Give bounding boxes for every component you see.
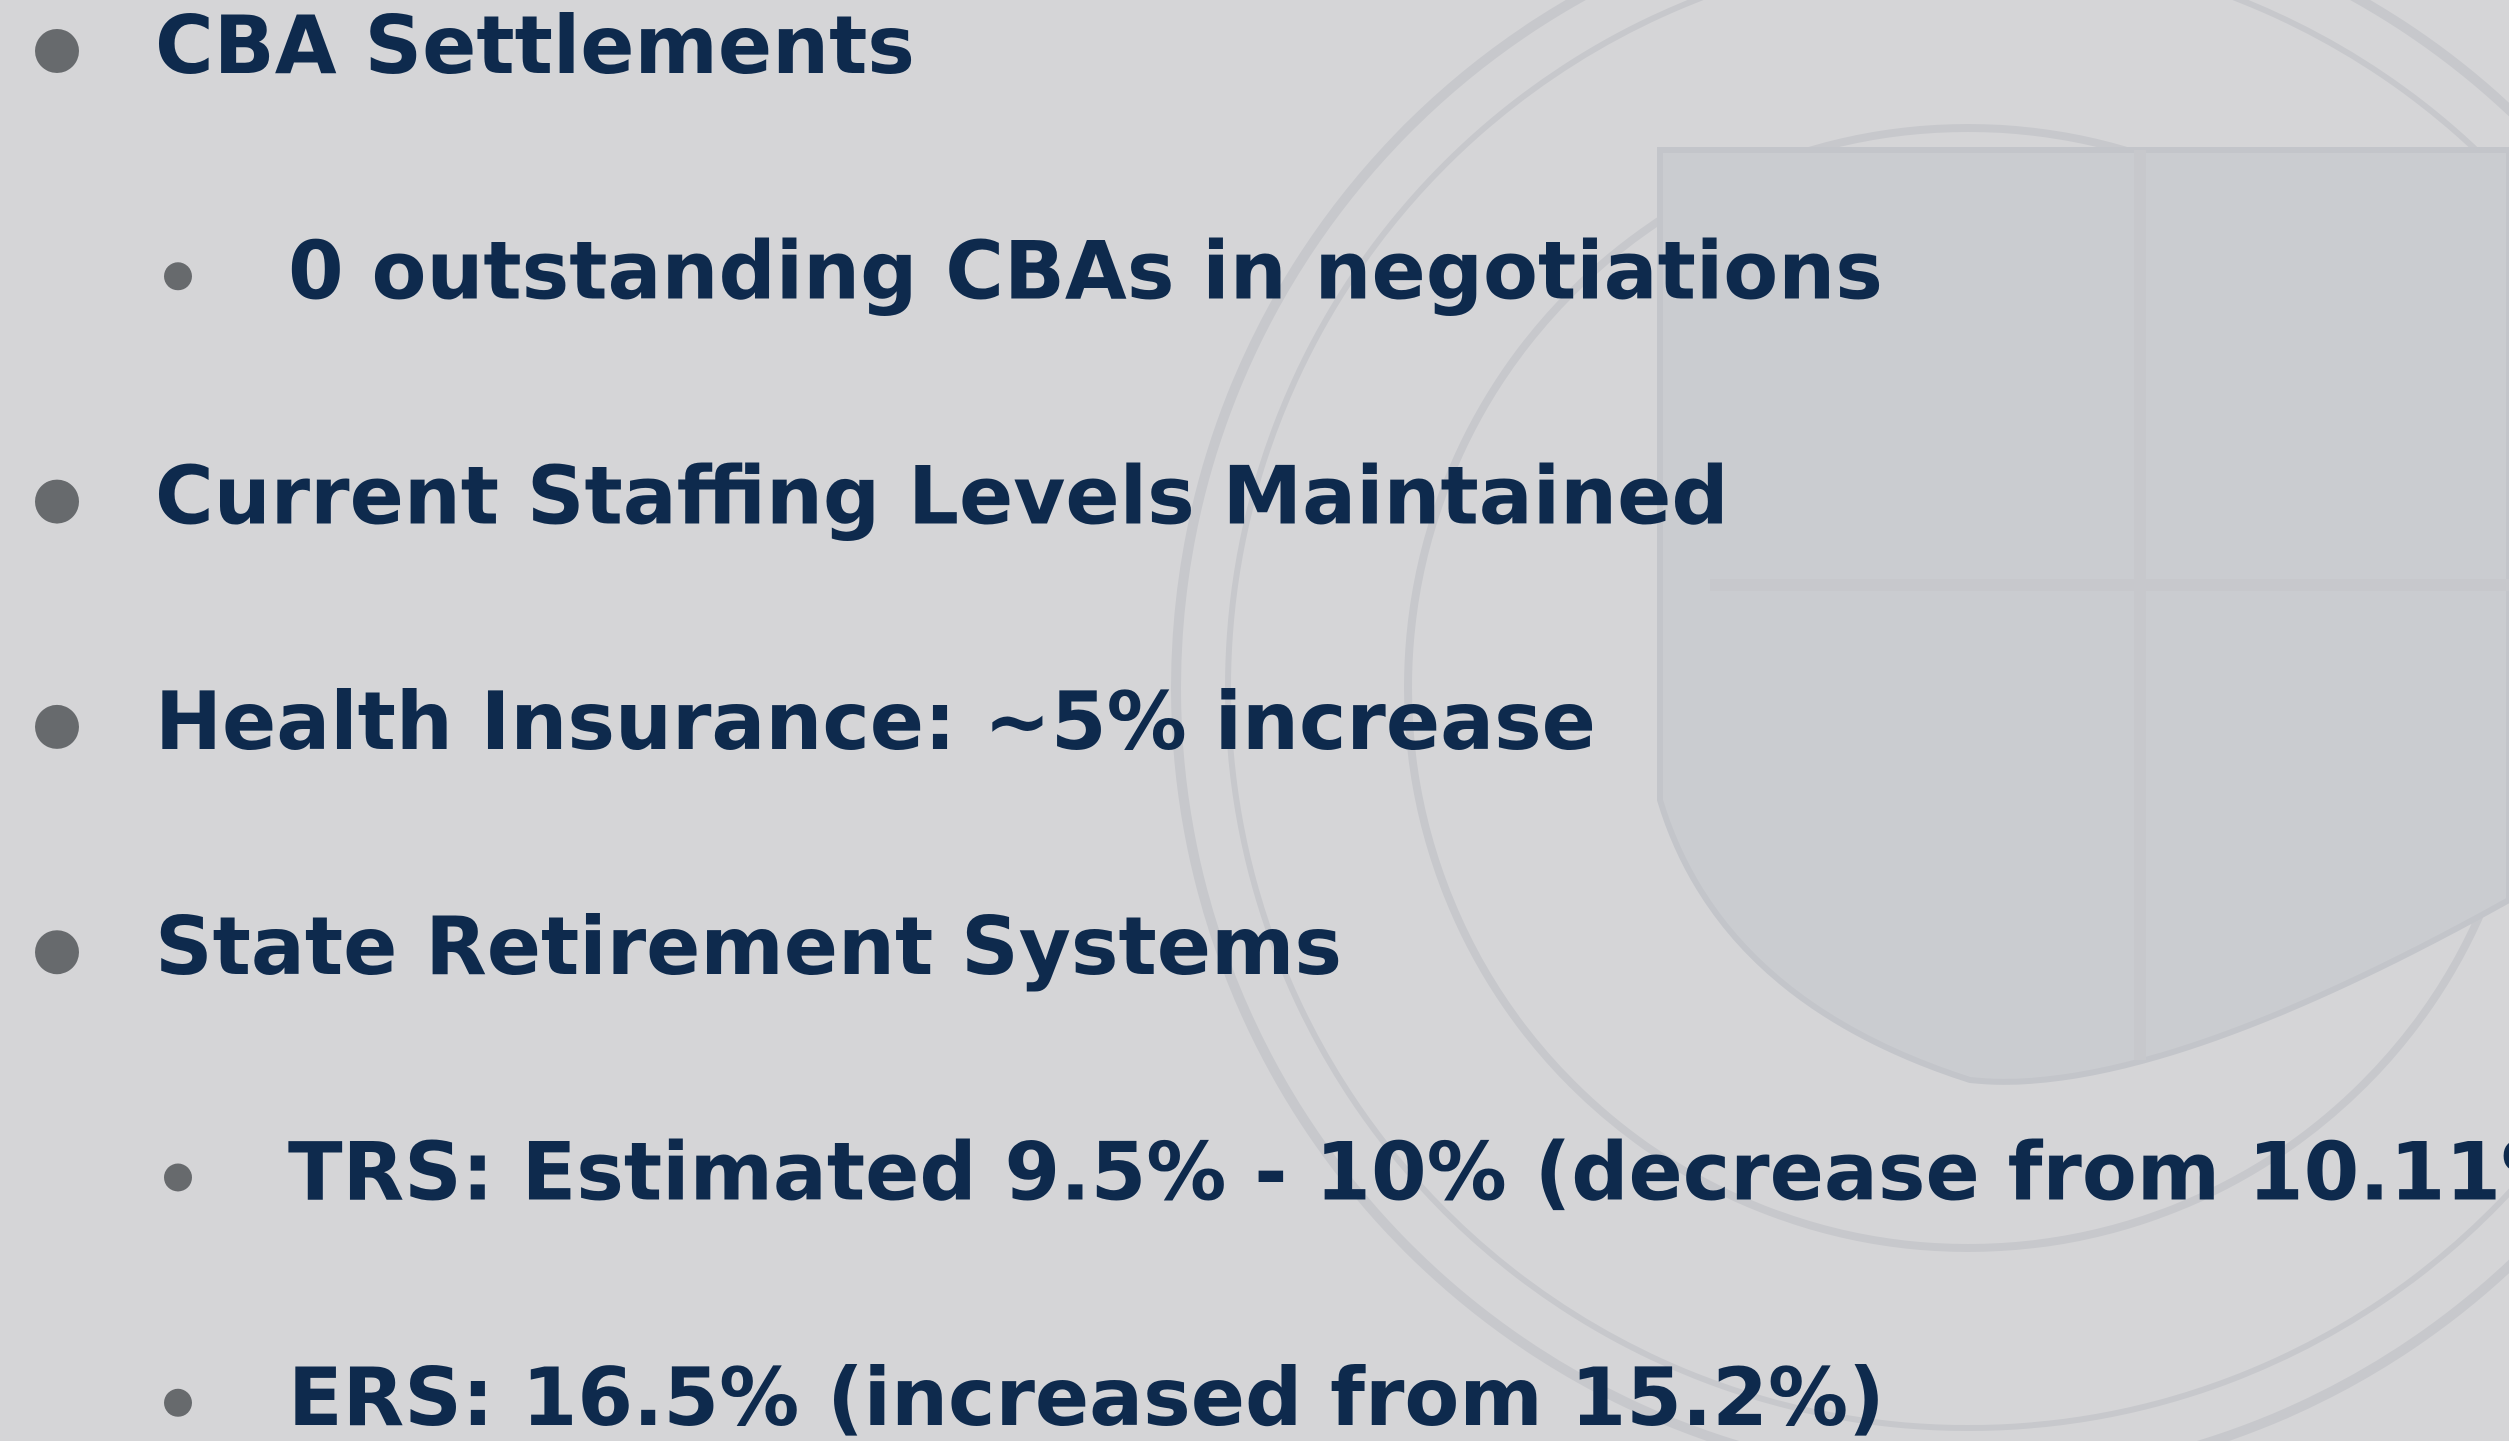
bullet-text: Current Staffing Levels Maintained [155, 450, 1729, 543]
bullet-text: CBA Settlements [155, 0, 915, 92]
sub-bullet [164, 262, 192, 291]
bullet [35, 479, 79, 524]
sub-bullet-text: 0 outstanding CBAs in negotiations [288, 224, 1883, 317]
seal-watermark [1171, 0, 2509, 1441]
bullet [35, 930, 79, 975]
bullet [35, 704, 79, 749]
bullet [35, 29, 79, 73]
sub-bullet-text: ERS: 16.5% (increased from 15.2%) [288, 1351, 1885, 1441]
bullet-text: State Retirement Systems [155, 900, 1342, 993]
sub-bullet-text: TRS: Estimated 9.5% - 10% (decrease from… [288, 1125, 2509, 1218]
sub-bullet [164, 1388, 192, 1417]
sub-bullet [164, 1163, 192, 1192]
bullet-text: Health Insurance: ~5% increase [155, 675, 1596, 768]
